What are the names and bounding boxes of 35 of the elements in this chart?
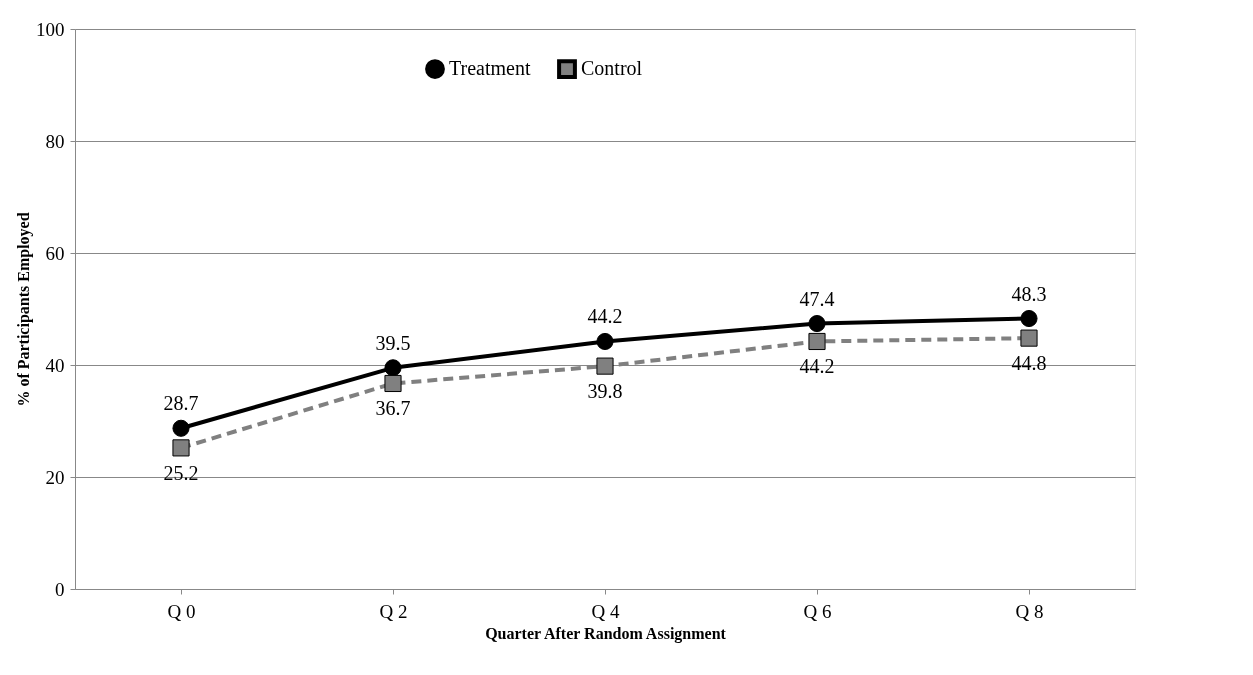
- data-label: 28.7: [163, 392, 199, 415]
- data-label: 39.8: [587, 380, 623, 403]
- legend-label: Treatment: [449, 57, 531, 80]
- data-label: 48.3: [1011, 282, 1047, 305]
- point: [808, 315, 826, 333]
- y-axis-title: % of Participants Employed: [15, 212, 33, 407]
- point: [172, 439, 190, 457]
- x-tick-label: Q 8: [1015, 600, 1044, 622]
- x-tick-label: Q 2: [379, 600, 408, 622]
- point: [1020, 309, 1038, 328]
- point: [384, 359, 402, 377]
- data-label: 44.2: [799, 355, 835, 378]
- y-tick-label: 80: [45, 130, 65, 152]
- data-label: 39.5: [375, 331, 411, 354]
- data-label: 36.7: [375, 397, 411, 420]
- x-tick-label: Q 0: [167, 600, 196, 622]
- point: [808, 332, 826, 351]
- y-tick-label: 0: [55, 578, 65, 600]
- x-tick-label: Q 6: [803, 600, 832, 622]
- x-tick-label: Q 4: [591, 600, 620, 622]
- legend-label: Control: [581, 57, 643, 80]
- data-label: 47.4: [799, 287, 835, 310]
- point: [1020, 329, 1038, 347]
- y-tick-label: 20: [45, 466, 65, 488]
- point: [384, 374, 402, 393]
- data-label: 25.2: [163, 461, 199, 484]
- y-tick-label: 40: [45, 354, 65, 376]
- point: [172, 419, 190, 437]
- y-tick-label: 60: [45, 242, 65, 264]
- data-label: 44.8: [1011, 352, 1047, 375]
- y-tick-label: 100: [36, 18, 65, 40]
- point: [596, 332, 614, 351]
- x-axis-title: Quarter After Random Assignment: [485, 624, 727, 643]
- data-label: 44.2: [587, 305, 623, 328]
- point: [596, 357, 614, 375]
